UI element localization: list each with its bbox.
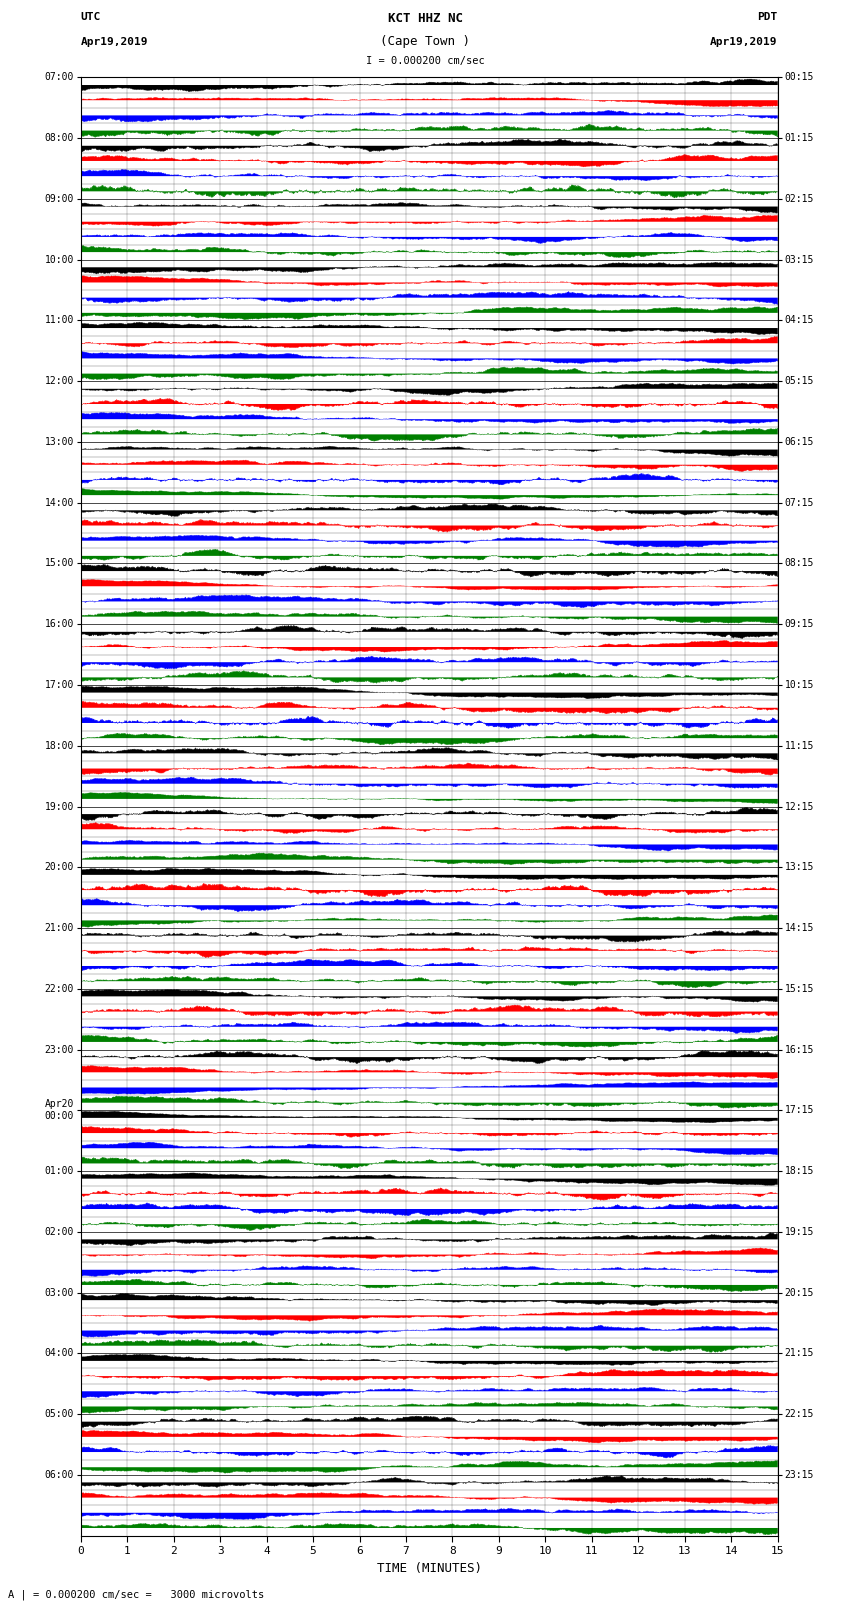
Text: A | = 0.000200 cm/sec =   3000 microvolts: A | = 0.000200 cm/sec = 3000 microvolts [8, 1589, 264, 1600]
Text: I = 0.000200 cm/sec: I = 0.000200 cm/sec [366, 56, 484, 66]
X-axis label: TIME (MINUTES): TIME (MINUTES) [377, 1561, 482, 1574]
Text: (Cape Town ): (Cape Town ) [380, 35, 470, 48]
Text: Apr19,2019: Apr19,2019 [711, 37, 778, 47]
Text: PDT: PDT [757, 11, 778, 21]
Text: Apr19,2019: Apr19,2019 [81, 37, 148, 47]
Text: KCT HHZ NC: KCT HHZ NC [388, 11, 462, 24]
Text: UTC: UTC [81, 11, 101, 21]
